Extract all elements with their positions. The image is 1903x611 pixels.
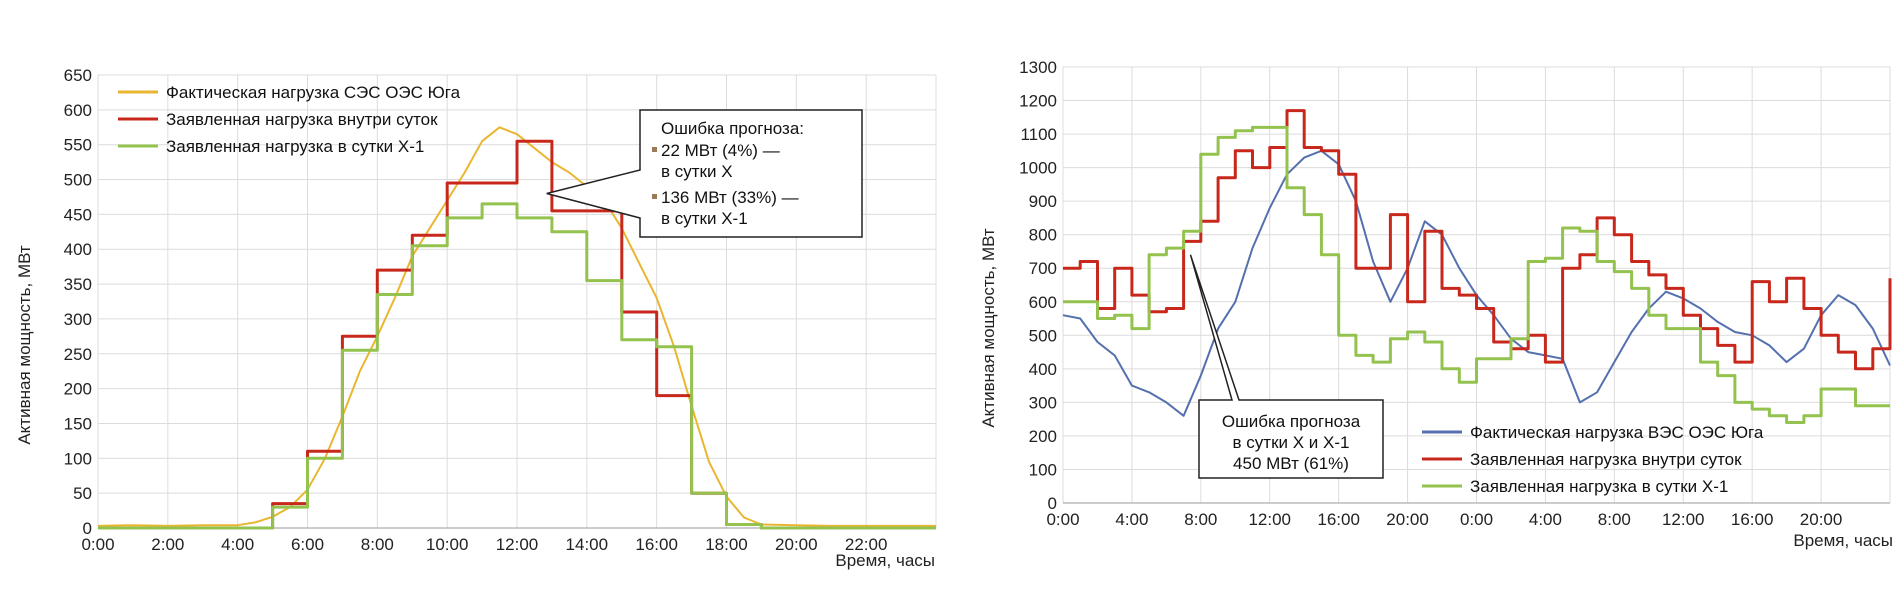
wind-chart-y-tick-label: 600 xyxy=(1029,293,1057,312)
solar-chart-y-tick-label: 450 xyxy=(64,205,92,224)
solar-chart: 050100150200250300350400450500550600650 … xyxy=(15,66,937,570)
solar-annotation-line1: 22 МВт (4%) — xyxy=(661,141,780,160)
wind-annotation-line1: Ошибка прогноза xyxy=(1222,412,1361,431)
solar-annotation-line4: в сутки Х-1 xyxy=(661,209,748,228)
solar-chart-x-tick-label: 8:00 xyxy=(361,535,394,554)
solar-chart-y-tick-label: 400 xyxy=(64,240,92,259)
solar-chart-x-ticks: 0:00 2:00 4:00 6:00 8:00 10:00 12:00 14:00 16:00… xyxy=(81,535,887,554)
wind-annotation-line3: 450 МВт (61%) xyxy=(1233,454,1349,473)
wind-chart-x-axis-label: Время, часы xyxy=(1793,531,1893,550)
wind-chart-x-tick-label: 0:00 xyxy=(1460,510,1493,529)
solar-chart-legend: Фактическая нагрузка СЭС ОЭС Юга Заявленн… xyxy=(118,83,461,156)
wind-chart-y-tick-label: 400 xyxy=(1029,360,1057,379)
solar-annotation-line3: 136 МВт (33%) — xyxy=(661,188,799,207)
wind-chart-x-tick-label: 0:00 xyxy=(1046,510,1079,529)
solar-chart-annotation: Ошибка прогноза: 22 МВт (4%) — в сутки Х… xyxy=(546,109,863,238)
wind-chart-x-tick-label: 4:00 xyxy=(1529,510,1562,529)
solar-chart-x-tick-label: 14:00 xyxy=(566,535,609,554)
solar-annotation-callout xyxy=(546,109,863,238)
wind-chart-y-tick-label: 800 xyxy=(1029,226,1057,245)
solar-chart-x-axis-label: Время, часы xyxy=(835,551,935,570)
solar-chart-x-tick-label: 2:00 xyxy=(151,535,184,554)
wind-chart-y-tick-label: 700 xyxy=(1029,259,1057,278)
wind-chart-x-tick-label: 20:00 xyxy=(1800,510,1843,529)
solar-chart-y-tick-label: 200 xyxy=(64,380,92,399)
wind-chart-x-tick-label: 12:00 xyxy=(1662,510,1705,529)
solar-chart-y-tick-label: 50 xyxy=(73,484,92,503)
wind-chart-x-ticks: 0:00 4:00 8:00 12:00 16:00 20:00 0:00 4:00 8:00 1… xyxy=(1046,510,1842,529)
solar-chart-x-tick-label: 20:00 xyxy=(775,535,818,554)
solar-chart-x-tick-label: 12:00 xyxy=(496,535,539,554)
wind-chart-x-tick-label: 16:00 xyxy=(1731,510,1774,529)
wind-chart-y-tick-label: 300 xyxy=(1029,393,1057,412)
wind-chart-legend: Фактическая нагрузка ВЭС ОЭС Юга Заявленн… xyxy=(1422,423,1764,496)
solar-chart-y-tick-label: 150 xyxy=(64,414,92,433)
solar-chart-y-tick-label: 250 xyxy=(64,345,92,364)
wind-chart: 0 100 200 300 400 500 600 700 800 900 1000 1100 1200… xyxy=(979,58,1893,550)
solar-annotation-line2: в сутки Х xyxy=(661,162,733,181)
solar-chart-y-tick-label: 0 xyxy=(83,519,92,538)
solar-chart-x-tick-label: 18:00 xyxy=(705,535,748,554)
wind-chart-legend-label-2: Заявленная нагрузка внутри суток xyxy=(1470,450,1742,469)
solar-chart-y-tick-label: 600 xyxy=(64,101,92,120)
solar-chart-legend-label-3: Заявленная нагрузка в сутки Х-1 xyxy=(166,137,424,156)
wind-chart-y-tick-label: 900 xyxy=(1029,192,1057,211)
wind-chart-series xyxy=(1062,109,1892,424)
solar-annotation-bullet-2 xyxy=(652,194,657,199)
solar-chart-y-tick-label: 350 xyxy=(64,275,92,294)
wind-annotation-line2: в сутки Х и Х-1 xyxy=(1233,433,1350,452)
solar-chart-y-tick-label: 550 xyxy=(64,136,92,155)
wind-chart-x-tick-label: 20:00 xyxy=(1386,510,1429,529)
solar-chart-x-tick-label: 0:00 xyxy=(81,535,114,554)
wind-chart-annotation: Ошибка прогноза в сутки Х и Х-1 450 МВт … xyxy=(1189,254,1384,479)
wind-chart-y-tick-label: 100 xyxy=(1029,460,1057,479)
wind-chart-y-ticks: 0 100 200 300 400 500 600 700 800 900 1000 1100 1200… xyxy=(1019,58,1057,513)
wind-chart-y-tick-label: 500 xyxy=(1029,326,1057,345)
solar-chart-y-tick-label: 650 xyxy=(64,66,92,85)
wind-chart-y-axis-label: Активная мощность, МВт xyxy=(979,228,998,428)
wind-chart-x-tick-label: 4:00 xyxy=(1115,510,1148,529)
solar-chart-y-tick-label: 500 xyxy=(64,171,92,190)
wind-chart-y-tick-label: 1000 xyxy=(1019,159,1057,178)
wind-chart-series-line-3 xyxy=(1063,125,1890,424)
solar-chart-x-tick-label: 22:00 xyxy=(845,535,888,554)
solar-chart-series-line-3 xyxy=(98,202,936,530)
solar-chart-series xyxy=(97,126,936,530)
solar-annotation-title: Ошибка прогноза: xyxy=(661,119,804,138)
solar-chart-x-tick-label: 10:00 xyxy=(426,535,469,554)
wind-chart-y-tick-label: 1100 xyxy=(1020,125,1057,144)
solar-chart-legend-label-2: Заявленная нагрузка внутри суток xyxy=(166,110,438,129)
wind-chart-y-tick-label: 1200 xyxy=(1019,92,1057,111)
solar-chart-legend-label-1: Фактическая нагрузка СЭС ОЭС Юга xyxy=(166,83,461,102)
wind-chart-legend-label-1: Фактическая нагрузка ВЭС ОЭС Юга xyxy=(1470,423,1764,442)
solar-chart-x-tick-label: 4:00 xyxy=(221,535,254,554)
solar-chart-x-tick-label: 6:00 xyxy=(291,535,324,554)
wind-chart-x-tick-label: 16:00 xyxy=(1317,510,1360,529)
solar-chart-y-tick-label: 300 xyxy=(64,310,92,329)
solar-chart-grid xyxy=(97,74,937,529)
solar-chart-y-tick-label: 100 xyxy=(64,449,92,468)
wind-annotation-callout xyxy=(1189,254,1384,479)
wind-chart-x-tick-label: 12:00 xyxy=(1248,510,1291,529)
solar-chart-y-axis-label: Активная мощность, МВт xyxy=(15,245,34,445)
solar-chart-x-tick-label: 16:00 xyxy=(635,535,678,554)
solar-chart-series-line-1 xyxy=(97,126,936,527)
solar-annotation-bullet-1 xyxy=(652,147,657,152)
wind-chart-y-tick-label: 0 xyxy=(1048,494,1057,513)
wind-chart-y-tick-label: 1300 xyxy=(1019,58,1057,77)
wind-chart-x-tick-label: 8:00 xyxy=(1598,510,1631,529)
wind-chart-y-tick-label: 200 xyxy=(1029,427,1057,446)
solar-chart-y-ticks: 0 50 100 150 200 250 300 350 400 450 500 550 600 650 xyxy=(64,66,92,538)
wind-chart-x-tick-label: 8:00 xyxy=(1184,510,1217,529)
wind-chart-legend-label-3: Заявленная нагрузка в сутки Х-1 xyxy=(1470,477,1728,496)
